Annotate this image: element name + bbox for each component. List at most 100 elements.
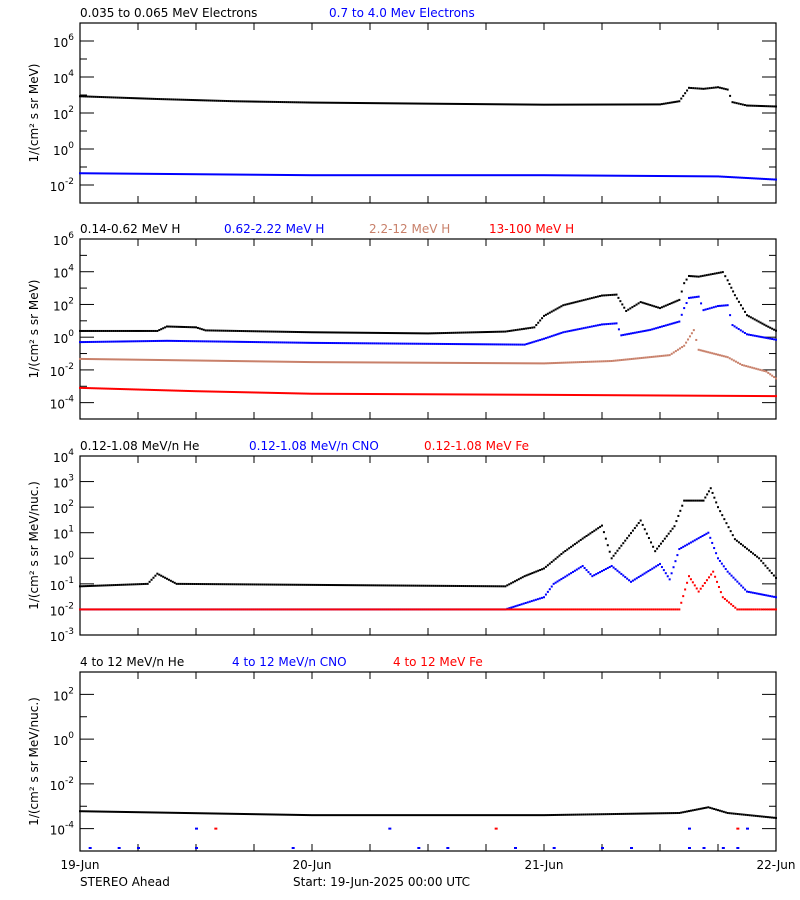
data-point	[725, 175, 727, 178]
data-point	[475, 174, 477, 177]
data-point	[462, 608, 465, 611]
data-point	[134, 340, 137, 343]
data-point	[431, 814, 433, 817]
data-point	[724, 88, 727, 91]
data-point	[639, 301, 642, 304]
data-point	[481, 343, 484, 346]
data-point	[691, 394, 693, 397]
data-point	[397, 393, 399, 396]
data-point	[549, 174, 551, 177]
data-point	[570, 329, 573, 332]
data-point	[511, 393, 513, 396]
data-point	[381, 814, 383, 817]
data-point	[153, 388, 155, 391]
data-point	[315, 341, 318, 344]
data-point	[353, 814, 355, 817]
data-point	[529, 362, 531, 365]
data-point	[377, 102, 379, 105]
data-point	[490, 585, 493, 588]
data-point	[590, 360, 593, 363]
data-point	[605, 174, 607, 177]
data-point	[613, 293, 616, 296]
data-point	[499, 362, 501, 365]
data-point	[433, 102, 435, 105]
data-point	[329, 174, 331, 177]
data-point	[261, 391, 263, 394]
data-point	[94, 329, 97, 332]
data-point	[556, 361, 559, 364]
data-point	[630, 332, 632, 335]
data-point	[489, 814, 491, 817]
data-point	[221, 173, 223, 176]
data-point	[701, 349, 704, 352]
data-point	[666, 354, 669, 357]
data-point	[610, 608, 613, 611]
y-tick-label: 104	[53, 69, 74, 86]
data-point	[371, 393, 373, 396]
data-point	[624, 333, 627, 336]
data-point	[265, 100, 268, 103]
data-point	[773, 595, 776, 598]
data-point	[365, 342, 368, 345]
data-point	[137, 172, 139, 175]
data-point	[111, 172, 113, 175]
data-point	[127, 811, 129, 814]
data-point	[456, 584, 459, 587]
data-point	[512, 608, 515, 611]
data-point	[292, 608, 295, 611]
data-point	[425, 174, 427, 177]
data-point	[157, 358, 159, 361]
data-point	[695, 808, 698, 811]
data-point	[425, 814, 427, 817]
mission-label: STEREO Ahead	[80, 875, 170, 889]
data-point	[702, 499, 705, 502]
data-point	[495, 103, 497, 106]
data-point	[299, 583, 302, 586]
y-tick-label: 100	[53, 731, 74, 748]
data-point	[425, 342, 428, 345]
data-point	[170, 608, 173, 611]
data-point	[423, 393, 425, 396]
data-point	[107, 358, 109, 361]
data-point	[357, 814, 359, 817]
data-point	[642, 608, 645, 611]
data-point	[329, 342, 332, 345]
data-point	[622, 812, 625, 815]
data-point	[134, 329, 137, 332]
data-point	[718, 559, 721, 562]
data-point	[449, 361, 451, 364]
data-point	[723, 394, 725, 397]
data-point	[289, 392, 291, 395]
data-point	[450, 331, 453, 334]
data-point	[385, 814, 387, 817]
data-point	[195, 812, 197, 815]
data-point	[765, 105, 768, 108]
data-point	[151, 358, 153, 361]
data-point	[674, 812, 677, 815]
data-point	[207, 583, 210, 586]
data-point	[623, 174, 625, 177]
data-point	[712, 570, 715, 573]
data-point	[263, 583, 266, 586]
data-point	[739, 176, 741, 179]
data-point	[302, 608, 305, 611]
data-point	[187, 326, 190, 329]
data-point	[582, 360, 585, 363]
data-point	[536, 598, 539, 601]
data-point	[480, 331, 483, 334]
data-point	[517, 578, 520, 581]
data-point	[150, 608, 153, 611]
data-point	[359, 814, 361, 817]
data-point	[271, 173, 273, 176]
data-point	[99, 358, 101, 361]
data-point	[334, 608, 337, 611]
data-point	[313, 101, 315, 104]
data-point	[410, 608, 413, 611]
data-point	[384, 608, 387, 611]
data-point	[736, 847, 740, 849]
data-point	[327, 361, 329, 364]
data-point	[529, 393, 531, 396]
data-point	[534, 608, 537, 611]
data-point	[405, 342, 408, 345]
data-point	[80, 341, 83, 344]
